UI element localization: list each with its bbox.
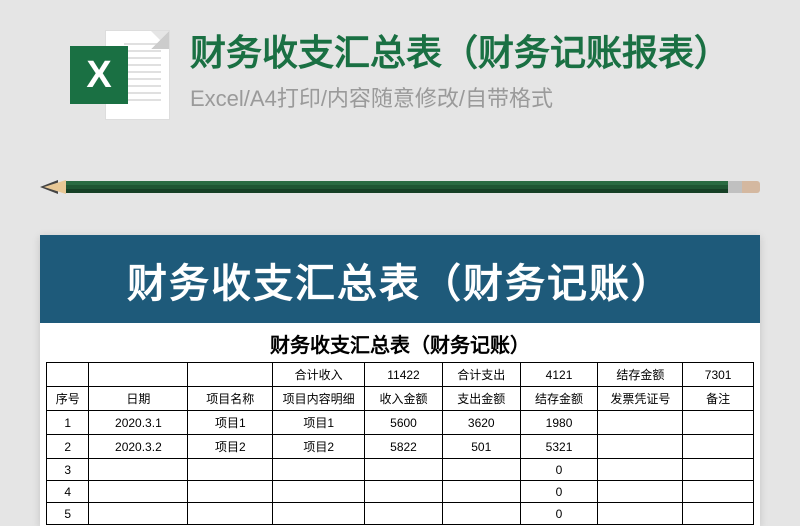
total-income-label: 合计收入 bbox=[273, 363, 365, 387]
balance-label: 结存金额 bbox=[598, 363, 683, 387]
header-row: 序号 日期 项目名称 项目内容明细 收入金额 支出金额 结存金额 发票凭证号 备… bbox=[47, 387, 754, 411]
table-cell bbox=[273, 503, 365, 525]
table-cell bbox=[273, 481, 365, 503]
table-cell: 0 bbox=[520, 459, 598, 481]
table-cell: 501 bbox=[442, 435, 520, 459]
table-cell: 5321 bbox=[520, 435, 598, 459]
table-cell: 1 bbox=[47, 411, 89, 435]
table-row: 40 bbox=[47, 481, 754, 503]
table-cell bbox=[188, 503, 273, 525]
table-cell bbox=[89, 459, 188, 481]
table-cell bbox=[598, 435, 683, 459]
finance-table: 合计收入 11422 合计支出 4121 结存金额 7301 序号 日期 项目名… bbox=[46, 362, 754, 525]
table-cell: 项目1 bbox=[273, 411, 365, 435]
balance-value: 7301 bbox=[683, 363, 754, 387]
col-income: 收入金额 bbox=[365, 387, 443, 411]
table-cell: 2 bbox=[47, 435, 89, 459]
table-cell: 5600 bbox=[365, 411, 443, 435]
table-cell: 2020.3.2 bbox=[89, 435, 188, 459]
table-cell bbox=[598, 411, 683, 435]
col-expense: 支出金额 bbox=[442, 387, 520, 411]
sheet-band-title: 财务收支汇总表（财务记账） bbox=[40, 251, 760, 309]
col-remark: 备注 bbox=[683, 387, 754, 411]
table-cell: 2020.3.1 bbox=[89, 411, 188, 435]
table-cell bbox=[442, 481, 520, 503]
table-cell bbox=[598, 503, 683, 525]
table-cell: 4 bbox=[47, 481, 89, 503]
table-cell bbox=[683, 503, 754, 525]
table-cell bbox=[273, 459, 365, 481]
table-row: 12020.3.1项目1项目1560036201980 bbox=[47, 411, 754, 435]
table-cell bbox=[442, 503, 520, 525]
table-cell: 0 bbox=[520, 481, 598, 503]
table-cell bbox=[683, 459, 754, 481]
col-project-name: 项目名称 bbox=[188, 387, 273, 411]
table-cell bbox=[442, 459, 520, 481]
table-cell: 0 bbox=[520, 503, 598, 525]
table-cell bbox=[365, 503, 443, 525]
title-block: 财务收支汇总表（财务记账报表） Excel/A4打印/内容随意修改/自带格式 bbox=[190, 30, 760, 113]
table-cell: 项目2 bbox=[188, 435, 273, 459]
table-cell bbox=[188, 481, 273, 503]
spreadsheet-preview: 财务收支汇总表（财务记账） 财务收支汇总表（财务记账） 合计收入 11422 合… bbox=[40, 235, 760, 526]
table-cell: 5822 bbox=[365, 435, 443, 459]
sheet-band: 财务收支汇总表（财务记账） bbox=[40, 235, 760, 323]
table-cell bbox=[598, 459, 683, 481]
table-row: 22020.3.2项目2项目258225015321 bbox=[47, 435, 754, 459]
table-cell bbox=[89, 503, 188, 525]
table-cell: 3 bbox=[47, 459, 89, 481]
table-cell: 3620 bbox=[442, 411, 520, 435]
col-project-detail: 项目内容明细 bbox=[273, 387, 365, 411]
total-income-value: 11422 bbox=[365, 363, 443, 387]
table-cell bbox=[365, 459, 443, 481]
sheet-inner-title: 财务收支汇总表（财务记账） bbox=[40, 323, 760, 362]
table-row: 50 bbox=[47, 503, 754, 525]
excel-x-letter: X bbox=[86, 54, 111, 97]
table-cell bbox=[365, 481, 443, 503]
table-cell bbox=[89, 481, 188, 503]
col-invoice: 发票凭证号 bbox=[598, 387, 683, 411]
total-expense-label: 合计支出 bbox=[442, 363, 520, 387]
total-expense-value: 4121 bbox=[520, 363, 598, 387]
table-cell: 5 bbox=[47, 503, 89, 525]
summary-row: 合计收入 11422 合计支出 4121 结存金额 7301 bbox=[47, 363, 754, 387]
table-cell bbox=[683, 481, 754, 503]
col-seq: 序号 bbox=[47, 387, 89, 411]
table-row: 30 bbox=[47, 459, 754, 481]
pencil-divider bbox=[40, 180, 760, 194]
col-balance: 结存金额 bbox=[520, 387, 598, 411]
col-date: 日期 bbox=[89, 387, 188, 411]
table-cell bbox=[683, 411, 754, 435]
main-title: 财务收支汇总表（财务记账报表） bbox=[190, 30, 760, 77]
header-section: X 财务收支汇总表（财务记账报表） Excel/A4打印/内容随意修改/自带格式 bbox=[0, 0, 800, 130]
table-cell: 项目1 bbox=[188, 411, 273, 435]
excel-file-icon: X bbox=[70, 30, 170, 120]
table-cell: 1980 bbox=[520, 411, 598, 435]
table-cell bbox=[188, 459, 273, 481]
table-cell: 项目2 bbox=[273, 435, 365, 459]
table-cell bbox=[598, 481, 683, 503]
subtitle: Excel/A4打印/内容随意修改/自带格式 bbox=[190, 81, 760, 113]
table-cell bbox=[683, 435, 754, 459]
